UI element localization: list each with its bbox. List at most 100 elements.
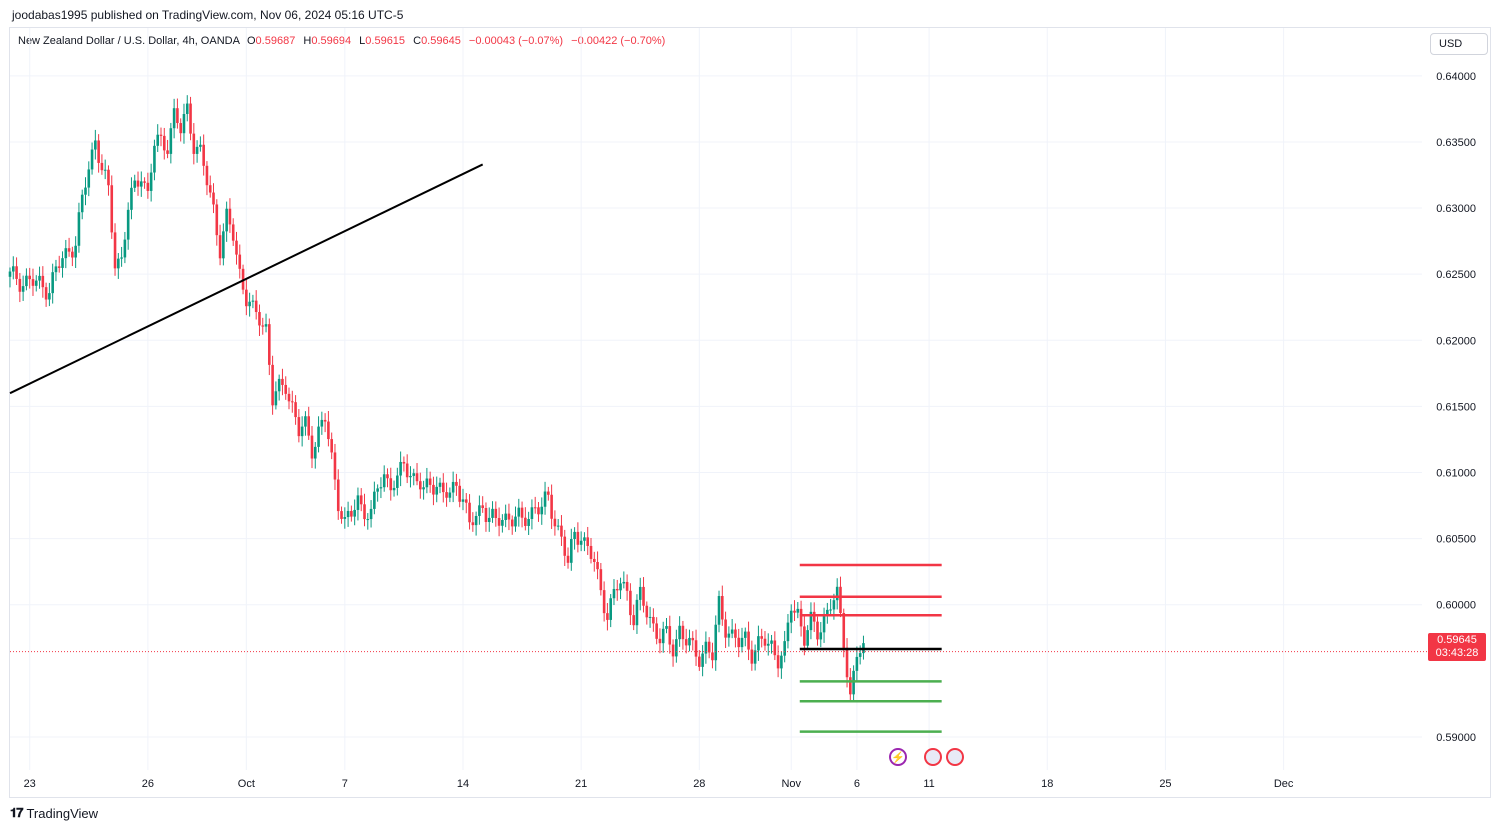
candle-body [543, 491, 547, 507]
candle-body [806, 630, 809, 646]
candle-body [645, 605, 649, 618]
candle-body [727, 633, 731, 638]
candle-body [274, 391, 278, 406]
candle-body [71, 251, 74, 258]
candle-body [126, 209, 130, 240]
candle-body [573, 531, 576, 540]
candle-body [18, 278, 22, 292]
candle-body [84, 187, 87, 195]
last-price-value: 0.59645 [1437, 634, 1477, 646]
candle-body [655, 623, 658, 639]
candle-body [422, 487, 425, 490]
candle-body [652, 616, 655, 624]
candle-body [225, 208, 228, 232]
candle-body [74, 245, 77, 258]
lightning-event-icon[interactable]: ⚡ [889, 748, 907, 766]
candle-body [678, 625, 681, 640]
candle-body [281, 378, 284, 385]
candle-body [458, 485, 462, 502]
candle-body [323, 419, 327, 422]
candle-body [481, 505, 484, 508]
low-value: 0.59615 [365, 35, 406, 47]
candle-body [304, 416, 307, 427]
candle-body [290, 401, 294, 403]
y-tick-label: 0.63500 [1436, 137, 1476, 149]
candle-body [330, 439, 333, 453]
candle-body [704, 641, 708, 654]
candle-body [185, 103, 189, 114]
candle-body [205, 165, 209, 186]
candle-body [261, 325, 265, 327]
candle-body [553, 518, 557, 527]
y-tick-label: 0.60500 [1436, 534, 1476, 546]
candle-body [484, 507, 488, 523]
candle-body [254, 300, 258, 313]
currency-button[interactable]: USD [1430, 33, 1488, 55]
candle-body [336, 479, 340, 512]
trendline [9, 163, 484, 395]
candle-body [366, 519, 370, 521]
candle-body [77, 212, 81, 246]
us-flag-event-icon[interactable] [924, 748, 942, 766]
candle-body [373, 491, 376, 509]
candle-body [159, 134, 163, 136]
candle-body [392, 487, 396, 491]
candle-body [51, 272, 54, 294]
candle-body [622, 581, 626, 584]
candle-body [451, 481, 455, 493]
candle-body [701, 653, 704, 667]
candle-body [606, 613, 609, 620]
candle-body [468, 502, 471, 523]
candle-body [599, 569, 603, 591]
candle-body [48, 293, 51, 300]
candle-body [455, 481, 458, 486]
candle-body [612, 588, 616, 599]
candle-body [592, 558, 596, 562]
candle-body [507, 513, 511, 520]
us-flag-event-icon-2[interactable] [946, 748, 964, 766]
candle-body [166, 150, 169, 154]
x-tick-label: Dec [1274, 778, 1294, 790]
candle-body [688, 637, 691, 646]
candle-body [615, 588, 619, 591]
candle-body [34, 280, 38, 286]
candle-body [67, 248, 71, 252]
tradingview-footer[interactable]: 𝟏𝟕 TradingView [10, 805, 98, 821]
x-tick-label: 7 [342, 778, 348, 790]
candle-body [550, 494, 553, 519]
candle-body [123, 239, 127, 258]
x-tick-label: 28 [693, 778, 705, 790]
x-tick-label: 25 [1159, 778, 1171, 790]
candle-body [829, 609, 832, 611]
candle-body [310, 435, 314, 459]
candle-body [671, 644, 675, 657]
candle-body [530, 507, 534, 520]
candle-body [359, 495, 363, 505]
candle-body [563, 536, 567, 556]
candle-body [199, 144, 202, 147]
candle-body [8, 271, 12, 277]
high-label: H [303, 35, 312, 47]
candle-body [514, 516, 517, 527]
candle-body [753, 650, 757, 664]
candle-body [632, 615, 635, 626]
tradingview-logo-icon: 𝟏𝟕 [10, 805, 24, 820]
candle-body [235, 240, 238, 255]
close-value: 0.59645 [421, 35, 461, 47]
candle-body [757, 636, 760, 651]
candle-body [425, 478, 429, 488]
candle-body [438, 482, 442, 487]
candle-body [146, 182, 150, 191]
high-value: 0.59694 [311, 35, 352, 47]
chart-frame[interactable] [9, 27, 1491, 798]
candle-body [333, 452, 337, 480]
candle-body [222, 231, 225, 259]
candle-body [133, 180, 137, 188]
candle-body [21, 286, 25, 292]
candle-body [609, 598, 612, 620]
y-tick-label: 0.59000 [1436, 732, 1476, 744]
candle-body [11, 266, 15, 272]
candle-body [90, 149, 94, 170]
candle-body [369, 508, 373, 520]
